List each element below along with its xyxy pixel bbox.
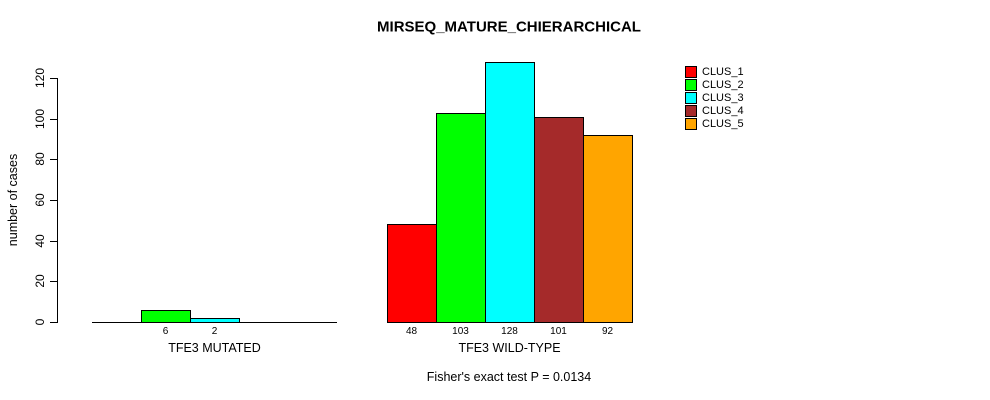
legend-label-clus_3: CLUS_3: [702, 92, 744, 104]
legend-label-clus_1: CLUS_1: [702, 66, 744, 78]
bar-clus_3-1: [190, 318, 240, 323]
chart-title: MIRSEQ_MATURE_CHIERARCHICAL: [377, 18, 641, 36]
legend-swatch-clus_2: [685, 79, 697, 91]
legend-swatch-clus_5: [685, 118, 697, 130]
legend-swatch-clus_1: [685, 66, 697, 78]
y-tick-mark: [50, 322, 57, 323]
y-tick-mark: [50, 240, 57, 242]
legend-label-clus_4: CLUS_4: [702, 105, 744, 117]
legend-label-clus_2: CLUS_2: [702, 79, 744, 91]
bar-value-label: 128: [501, 326, 518, 337]
y-tick-mark: [50, 200, 57, 201]
bar-clus_5-2: [583, 135, 633, 323]
bar-value-label: 103: [452, 326, 469, 337]
bar-value-label: 101: [550, 326, 567, 337]
legend-swatch-clus_4: [685, 105, 697, 117]
y-tick-mark: [50, 118, 57, 120]
group-label-2: TFE3 WILD-TYPE: [458, 341, 561, 355]
bar-clus_2-1: [141, 310, 191, 323]
bar-value-label: 6: [162, 326, 169, 337]
bar-clus_4-2: [534, 117, 584, 323]
legend-label-clus_5: CLUS_5: [702, 118, 744, 130]
fisher-test-annotation: Fisher's exact test P = 0.0134: [426, 370, 592, 384]
bar-value-label: 92: [601, 326, 614, 337]
y-tick-mark: [50, 281, 57, 283]
y-tick-mark: [50, 78, 57, 79]
group-label-1: TFE3 MUTATED: [168, 341, 261, 355]
legend-swatch-clus_3: [685, 92, 697, 104]
bar-value-label: 2: [211, 326, 218, 337]
y-tick-mark: [50, 159, 57, 161]
y-axis-line: [57, 78, 58, 323]
bar-clus_1-2: [387, 224, 437, 323]
bar-value-label: 48: [405, 326, 418, 337]
